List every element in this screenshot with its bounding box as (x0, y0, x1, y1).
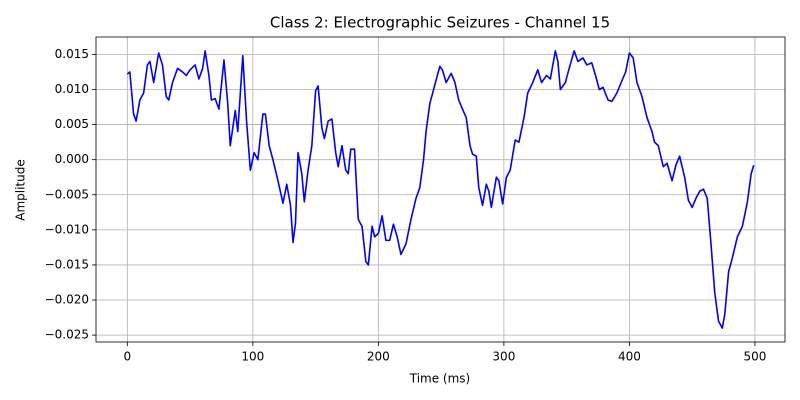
x-axis-label: Time (ms) (409, 372, 471, 386)
x-tick-label: 100 (241, 350, 264, 364)
y-tick-label: −0.015 (45, 257, 89, 271)
x-tick-label: 500 (743, 350, 766, 364)
y-tick-label: −0.020 (45, 293, 89, 307)
data-line (126, 50, 755, 329)
y-tick-label: 0.010 (55, 82, 89, 96)
x-tick-label: 0 (123, 350, 131, 364)
y-tick-label: 0.015 (55, 47, 89, 61)
chart-title: Class 2: Electrographic Seizures - Chann… (270, 14, 610, 32)
x-tick-label: 400 (618, 350, 641, 364)
y-tick-label: −0.005 (45, 187, 89, 201)
y-tick-label: 0.005 (55, 117, 89, 131)
x-tick-label: 200 (367, 350, 390, 364)
y-tick-label: −0.025 (45, 328, 89, 342)
y-tick-label: −0.010 (45, 222, 89, 236)
y-axis-label: Amplitude (14, 159, 28, 221)
plot-frame (95, 36, 786, 343)
y-tick-label: 0.000 (55, 152, 89, 166)
x-tick-label: 300 (492, 350, 515, 364)
